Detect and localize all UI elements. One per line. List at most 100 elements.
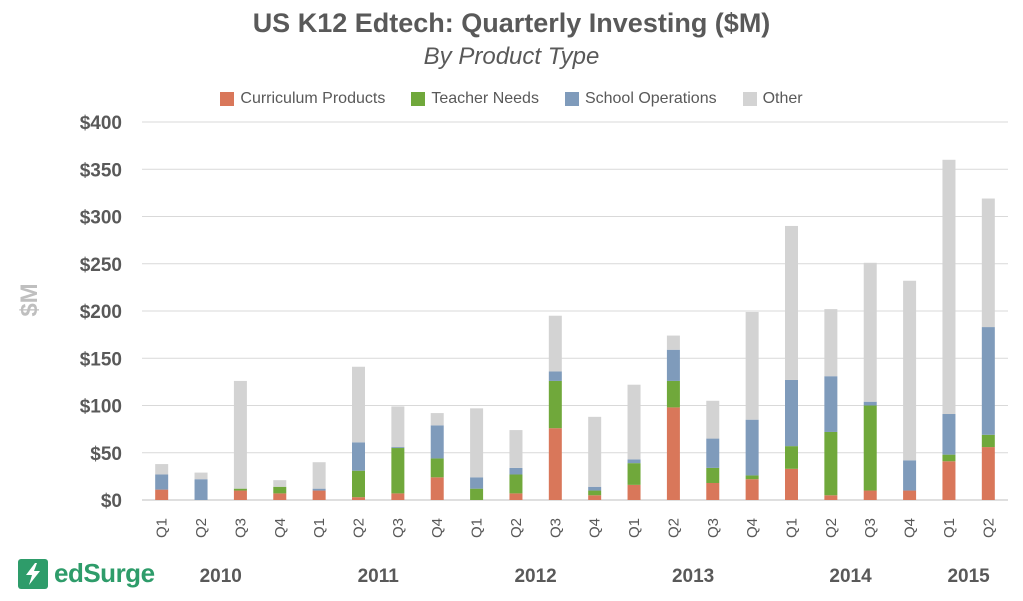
x-tick-label: Q2 [193, 518, 210, 538]
bar-segment [627, 484, 641, 500]
x-tick-label: Q3 [705, 518, 722, 538]
bar-segment [824, 376, 838, 432]
bar-segment [706, 482, 720, 500]
bar-segment [706, 467, 720, 483]
chart-subtitle: By Product Type [423, 43, 600, 70]
bar-segment [588, 490, 602, 496]
bar-segment [981, 447, 995, 500]
x-tick-label: Q4 [587, 518, 604, 538]
bar-segment [785, 446, 798, 469]
bar-segment [155, 489, 169, 500]
bar-segment [233, 488, 247, 491]
y-tick-label: $300 [80, 208, 122, 229]
y-tick-label: $200 [80, 302, 122, 323]
bar-segment [155, 464, 169, 475]
x-tick-label: Q1 [154, 518, 171, 538]
year-label: 2015 [947, 566, 990, 587]
bar-segment [548, 371, 562, 381]
bar-segment [509, 467, 523, 475]
legend-item-school-ops: School Operations [564, 90, 717, 108]
bar-segment [981, 198, 995, 328]
bar-segment [627, 459, 641, 464]
chart-title: US K12 Edtech: Quarterly Investing ($M) [252, 8, 771, 38]
x-tick-label: Q1 [469, 518, 486, 538]
y-tick-label: $400 [80, 113, 122, 134]
legend-swatch [564, 92, 579, 106]
bar-segment [430, 477, 444, 500]
bar-segment [194, 479, 208, 500]
brand-logo: edSurge [18, 558, 155, 589]
bar-segment [391, 493, 405, 500]
bar-segment [627, 463, 641, 485]
bar-segment [273, 493, 287, 500]
bar-segment [588, 495, 602, 500]
x-tick-label: Q3 [547, 518, 564, 538]
bar-segment [352, 366, 365, 443]
legend-swatch [742, 92, 757, 106]
x-tick-label: Q1 [311, 518, 328, 538]
bar-segment [155, 474, 169, 490]
bar-segment [981, 434, 995, 448]
year-label: 2011 [358, 566, 400, 587]
x-tick-label: Q2 [508, 518, 525, 538]
bar-segment [863, 401, 877, 406]
x-tick-label: Q4 [272, 518, 289, 538]
bar-segment [785, 225, 798, 380]
year-label: 2010 [200, 566, 242, 587]
year-label: 2013 [672, 566, 714, 587]
bar-segment [470, 408, 484, 478]
x-tick-label: Q2 [665, 518, 682, 538]
bar-segment [863, 490, 877, 500]
bar-segment [666, 349, 680, 381]
bar-segment [588, 486, 602, 491]
bar-segment [824, 309, 838, 377]
legend-swatch [220, 92, 235, 106]
bar-segment [706, 400, 720, 439]
x-tick-label: Q1 [941, 518, 958, 538]
bar-segment [666, 380, 680, 408]
legend-item-curriculum: Curriculum Products [220, 90, 385, 108]
bar-segment [903, 460, 917, 491]
x-tick-label: Q1 [626, 518, 643, 538]
bar-segment [863, 405, 877, 491]
bar-segment [824, 431, 838, 496]
bar-segment [863, 262, 877, 402]
bar-segment [233, 380, 247, 489]
bar-segment [745, 311, 759, 420]
legend-label: Other [762, 90, 803, 107]
bar-segment [903, 490, 917, 500]
bar-segment [391, 447, 405, 449]
brand-name: edSurge [54, 558, 155, 588]
bar-segment [273, 486, 287, 494]
bar-segment [352, 442, 365, 471]
y-tick-label: $50 [90, 444, 122, 465]
bar-segment [981, 327, 995, 435]
legend-item-other: Other [742, 90, 803, 108]
bar-segment [627, 384, 641, 460]
legend-item-teacher: Teacher Needs [411, 90, 539, 108]
bar-segment [706, 438, 720, 468]
bar-segment [470, 488, 484, 500]
bar-segment [509, 474, 523, 494]
y-tick-label: $100 [80, 397, 122, 418]
bar-segment [942, 461, 956, 500]
bar-segment [233, 490, 247, 500]
bar-segment [391, 406, 405, 448]
bar-segment [824, 495, 838, 500]
y-tick-label: $150 [80, 349, 122, 370]
bar-segment [352, 497, 365, 500]
bar-segment [509, 430, 523, 468]
x-tick-label: Q3 [232, 518, 249, 538]
x-tick-label: Q3 [390, 518, 407, 538]
bar-segment [666, 407, 680, 500]
year-label: 2012 [514, 566, 556, 587]
x-tick-label: Q4 [429, 518, 446, 538]
bar-segment [312, 488, 326, 491]
bar-segment [666, 335, 680, 350]
bar-segment [430, 413, 444, 426]
x-tick-label: Q3 [862, 518, 879, 538]
bar-segment [785, 379, 798, 447]
bar-segment [942, 159, 956, 415]
bar-segment [745, 479, 759, 500]
